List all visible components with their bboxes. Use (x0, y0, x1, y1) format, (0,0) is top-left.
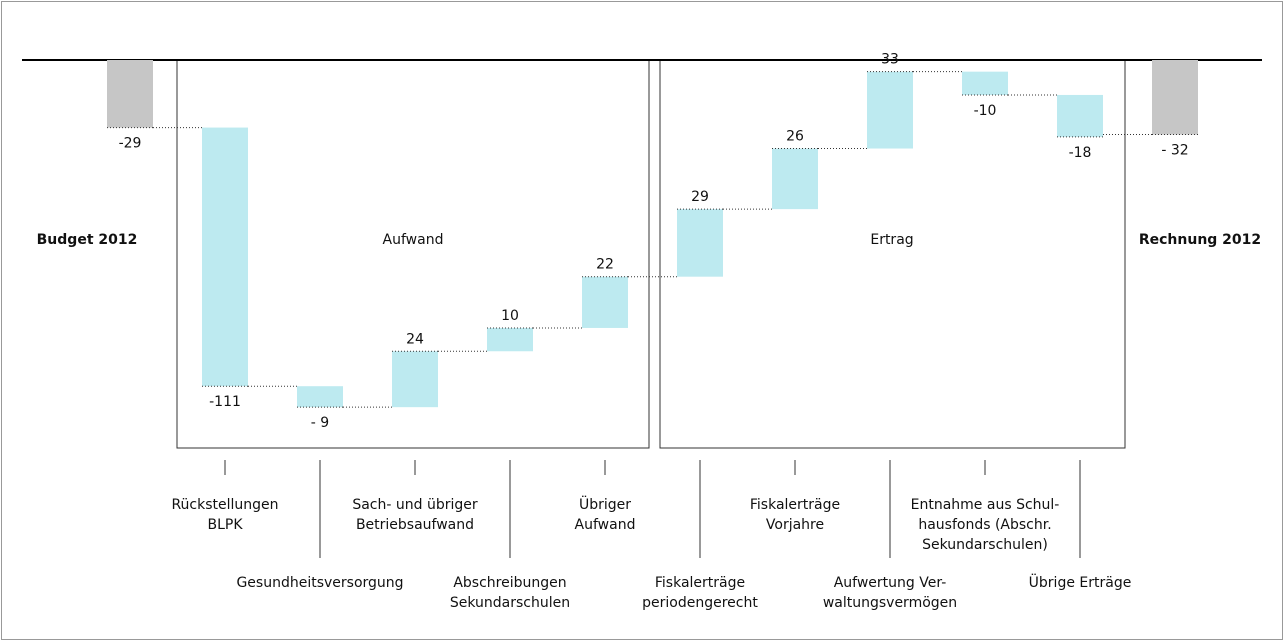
category-label: Aufwertung Ver- (834, 575, 947, 591)
value-label: 26 (786, 129, 804, 145)
value-label: - 32 (1161, 143, 1188, 159)
category-label: Entnahme aus Schul- (911, 497, 1060, 513)
value-label: - 9 (311, 415, 329, 431)
bar (867, 71, 913, 149)
category-label: Vorjahre (766, 517, 824, 533)
value-label: -18 (1069, 145, 1092, 161)
bar (962, 71, 1008, 95)
bar (392, 351, 438, 408)
bar (772, 148, 818, 210)
side-label: Rechnung 2012 (1139, 232, 1261, 248)
category-label: waltungsvermögen (823, 595, 957, 611)
bar (582, 276, 628, 328)
side-label-text: Budget 2012 (37, 232, 138, 248)
category-label: Rückstellungen (171, 497, 278, 513)
category-label: Sekundarschulen (450, 595, 570, 611)
value-label: -29 (119, 136, 142, 152)
value-label: -10 (974, 103, 997, 119)
value-label: 24 (406, 331, 424, 347)
side-label-text: Rechnung 2012 (1139, 232, 1261, 248)
category-label: hausfonds (Abschr. (918, 517, 1051, 533)
value-label: 33 (881, 52, 899, 68)
group-label: Ertrag (870, 232, 913, 248)
bar (487, 327, 533, 352)
value-label: -111 (209, 394, 241, 410)
bar (202, 127, 248, 387)
category-label: BLPK (207, 517, 243, 533)
total-bar (1152, 60, 1198, 135)
bar (677, 209, 723, 277)
category-label: Übrige Erträge (1029, 573, 1132, 591)
category-label: Sekundarschulen) (922, 537, 1048, 553)
category-label: Abschreibungen (453, 575, 566, 591)
category-label: periodengerecht (642, 595, 758, 611)
category-label: Sach- und übriger (352, 497, 478, 513)
value-label: 29 (691, 189, 709, 205)
category-label: Gesundheitsversorgung (236, 575, 403, 591)
side-label: Budget 2012 (37, 232, 138, 248)
category-label: Fiskalerträge (655, 575, 745, 591)
value-label: 22 (596, 257, 614, 273)
value-label: 10 (501, 308, 519, 324)
bar (297, 386, 343, 408)
total-bar (107, 60, 153, 128)
group-label: Aufwand (383, 232, 444, 248)
category-label: Betriebsaufwand (356, 517, 474, 533)
category-label: Übriger (579, 495, 631, 513)
bar (1057, 94, 1103, 137)
category-label: Aufwand (575, 517, 636, 533)
category-label: Fiskalerträge (750, 497, 840, 513)
